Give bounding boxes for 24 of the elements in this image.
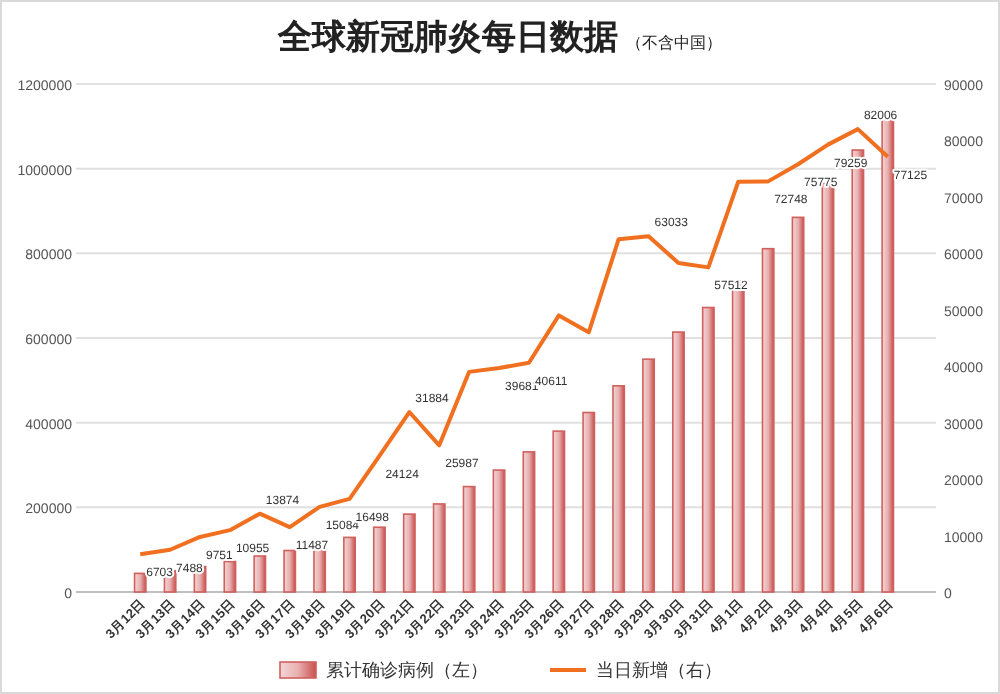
chart-subtitle: （不含中国） — [626, 34, 722, 52]
bar — [223, 560, 237, 593]
bar — [701, 306, 715, 593]
bar — [492, 469, 506, 593]
bar — [253, 555, 267, 593]
bar — [133, 572, 147, 593]
bar — [642, 358, 656, 593]
bar — [791, 216, 805, 593]
bar — [432, 503, 446, 593]
legend-label: 累计确诊病例（左） — [326, 660, 488, 682]
bar — [761, 247, 775, 593]
bar — [671, 331, 685, 593]
bar — [582, 411, 596, 593]
bar — [343, 536, 357, 593]
line-series — [138, 127, 890, 557]
bar — [372, 526, 386, 593]
bar — [552, 430, 566, 593]
bar — [402, 513, 416, 593]
legend-label: 当日新增（右） — [596, 660, 722, 682]
bar — [283, 549, 297, 593]
bar — [522, 451, 536, 593]
bar — [612, 385, 626, 593]
bar — [462, 485, 476, 593]
chart-title: 全球新冠肺炎每日数据 — [278, 18, 618, 58]
